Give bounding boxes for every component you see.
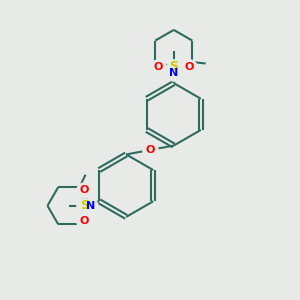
Text: O: O: [145, 145, 155, 155]
Text: O: O: [80, 185, 89, 195]
Text: S: S: [80, 199, 89, 212]
Text: N: N: [169, 68, 178, 78]
Text: O: O: [154, 62, 163, 72]
Text: O: O: [80, 216, 89, 226]
Text: O: O: [184, 62, 194, 72]
Text: S: S: [169, 60, 178, 73]
Text: N: N: [86, 201, 95, 211]
